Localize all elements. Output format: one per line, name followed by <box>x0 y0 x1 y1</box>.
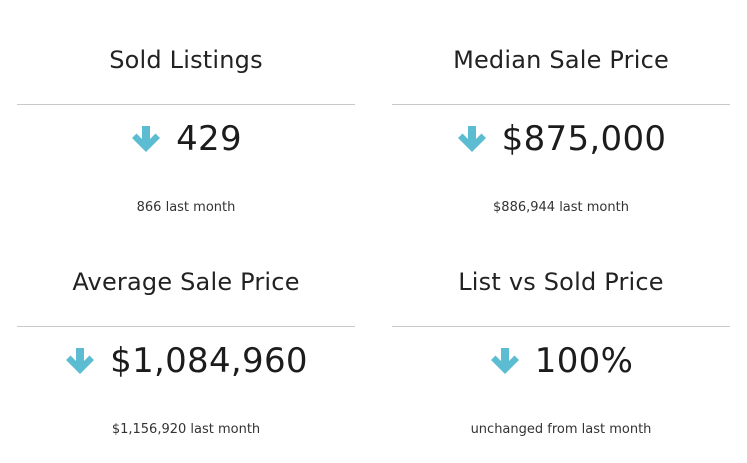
stat-value-row: 429 <box>17 116 355 162</box>
arrow-down-icon <box>132 126 161 152</box>
divider <box>392 326 730 327</box>
stat-value-row: $875,000 <box>392 116 730 162</box>
stat-value: 429 <box>176 119 242 159</box>
stat-card-median-sale-price: Median Sale Price $875,000 $886,944 last… <box>392 0 730 222</box>
stat-value-row: 100% <box>392 338 730 384</box>
divider <box>17 104 355 105</box>
stat-title: Average Sale Price <box>72 268 300 296</box>
stat-title: List vs Sold Price <box>458 268 664 296</box>
stat-comparison: unchanged from last month <box>470 422 652 437</box>
stat-value-row: $1,084,960 <box>17 338 355 384</box>
arrow-down-icon <box>457 126 486 152</box>
arrow-down-icon <box>66 348 95 374</box>
stat-card-average-sale-price: Average Sale Price $1,084,960 $1,156,920… <box>17 222 355 444</box>
stat-title: Median Sale Price <box>453 46 669 74</box>
stat-card-sold-listings: Sold Listings 429 866 last month <box>17 0 355 222</box>
stat-comparison: $1,156,920 last month <box>111 422 261 437</box>
stat-comparison: $886,944 last month <box>493 200 629 215</box>
stat-comparison: 866 last month <box>136 200 236 215</box>
stat-card-list-vs-sold-price: List vs Sold Price 100% unchanged from l… <box>392 222 730 444</box>
divider <box>17 326 355 327</box>
stat-value: 100% <box>534 341 634 381</box>
divider <box>392 104 730 105</box>
arrow-down-icon <box>490 348 519 374</box>
stat-value: $1,084,960 <box>110 341 308 381</box>
stat-title: Sold Listings <box>109 46 263 74</box>
stat-value: $875,000 <box>501 119 667 159</box>
